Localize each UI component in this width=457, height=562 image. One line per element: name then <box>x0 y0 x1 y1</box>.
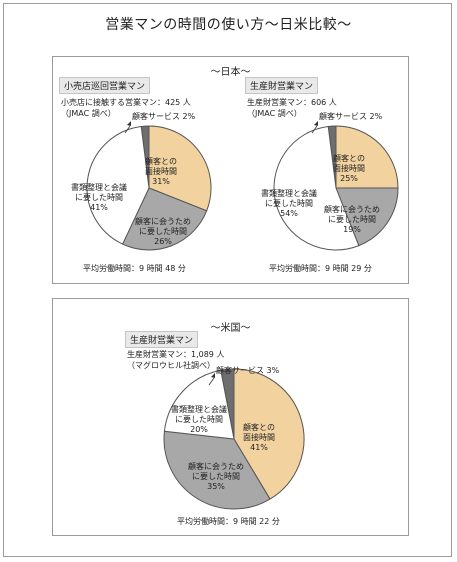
retail-segment-label: 小売店巡回営業マン <box>59 77 151 94</box>
retail-sample-note: 小売店に接触する営業マン：425 人 （JMAC 調べ） <box>61 97 191 119</box>
production-jp-pie-chart: 顧客との面接時間 25% 顧客に会うために要した時間 19%書類整理と会議に要した時間… <box>261 111 399 251</box>
callout-line <box>208 377 215 386</box>
label-meeting-travel: 顧客に会うために要した時間 35% <box>188 461 244 491</box>
label-face-to-face: 顧客との面接時間 41% <box>243 422 275 452</box>
slice-paperwork <box>163 369 235 440</box>
production-us-pie-chart: 顧客との面接時間 41% 顧客に会うために要した時間 35% 書類整理と会議に要した時間… <box>163 365 305 510</box>
retail-note-line-2: （JMAC 調べ） <box>61 109 116 118</box>
callout-line <box>124 125 131 134</box>
slice-paperwork <box>86 125 150 245</box>
us-panel: 〜米国〜 生産財営業マン 生産財営業マン：1,089 人 （マグロウヒル社調べ）… <box>52 298 409 536</box>
production-us-average-hours: 平均労働時間：9 時間 22 分 <box>177 517 280 526</box>
label-customer-service: 顧客サービス 3% <box>216 365 280 375</box>
slice-meeting-travel <box>335 187 399 247</box>
label-face-to-face: 顧客との面接時間 25% <box>333 153 365 183</box>
slice-meeting-travel <box>163 430 271 510</box>
production-us-segment-label: 生産財営業マン <box>125 331 199 348</box>
callout-arrowhead <box>314 121 318 126</box>
callout-line <box>311 125 318 134</box>
retail-pie-chart: 顧客との面接時間 31% 顧客に会うために要した時間 26% 書類整理と会議に要した時間… <box>71 111 212 251</box>
label-paperwork: 書類整理と会議に要した時間 20% <box>171 404 227 434</box>
callout-arrowhead <box>127 121 131 126</box>
production-jp-note-line-1: 生産財営業マン：606 人 <box>247 98 337 107</box>
label-meeting-travel: 顧客に会うために要した時間 26% <box>135 216 191 246</box>
label-customer-service: 顧客サービス 2% <box>132 111 196 121</box>
production-jp-note-line-2: （JMAC 調べ） <box>247 109 302 118</box>
production-jp-sample-note: 生産財営業マン：606 人 （JMAC 調べ） <box>247 97 337 119</box>
label-paperwork: 書類整理と会議に要した時間 54% <box>261 188 317 218</box>
label-customer-service: 顧客サービス 2% <box>319 111 383 121</box>
retail-note-line-1: 小売店に接触する営業マン：425 人 <box>61 98 191 107</box>
label-meeting-travel: 顧客に会うために要した時間 19% <box>324 204 380 234</box>
slice-paperwork <box>273 125 360 251</box>
production-us-note-line-1: 生産財営業マン：1,089 人 <box>127 350 225 359</box>
production-us-sample-note: 生産財営業マン：1,089 人 （マグロウヒル社調べ） <box>127 349 224 371</box>
slice-face-to-face <box>148 125 212 212</box>
production-jp-average-hours: 平均労働時間：9 時間 29 分 <box>269 264 372 273</box>
production-us-note-line-2: （マグロウヒル社調べ） <box>127 361 215 370</box>
label-face-to-face: 顧客との面接時間 31% <box>145 156 177 186</box>
retail-average-hours: 平均労働時間：9 時間 48 分 <box>83 264 186 273</box>
production-jp-segment-label: 生産財営業マン <box>245 77 319 94</box>
japan-heading: 〜日本〜 <box>210 67 251 78</box>
callout-arrowhead <box>211 373 215 378</box>
us-heading: 〜米国〜 <box>210 323 251 334</box>
slice-face-to-face <box>335 125 399 189</box>
japan-panel: 〜日本〜 小売店巡回営業マン 小売店に接触する営業マン：425 人 （JMAC … <box>52 56 409 284</box>
figure-title: 営業マンの時間の使い方〜日米比較〜 <box>105 17 352 33</box>
label-paperwork: 書類整理と会議に要した時間 41% <box>71 182 127 212</box>
slice-face-to-face <box>233 368 305 500</box>
slice-meeting-travel <box>121 187 208 251</box>
